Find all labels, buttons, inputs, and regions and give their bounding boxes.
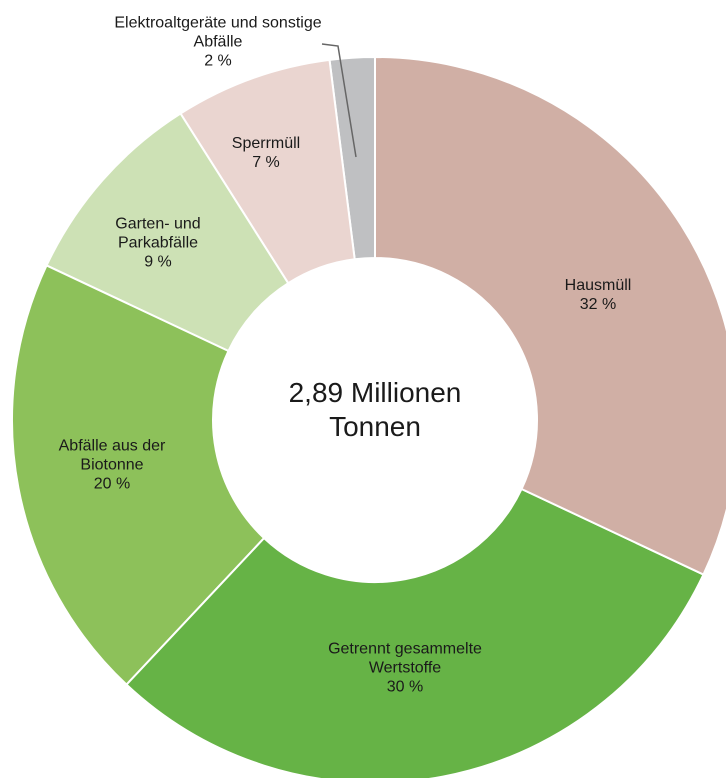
value-label: 30 % — [386, 678, 424, 696]
category-label: Abfälle aus der Biotonne — [58, 437, 166, 474]
category-label: Hausmüll — [564, 277, 632, 294]
slice-label: Abfälle aus der Biotonne 20 % — [37, 437, 187, 494]
slice-label: Getrennt gesammelte Wertstoffe 30 % — [310, 640, 500, 697]
value-label: 7 % — [252, 154, 280, 171]
slice — [45, 112, 290, 353]
category-label: Sperrmüll — [231, 135, 301, 152]
category-label: Garten- und Parkabfälle — [115, 215, 201, 252]
value-label: 2 % — [204, 52, 232, 70]
value-label: 32 % — [579, 296, 617, 313]
slice-label: Garten- und Parkabfälle 9 % — [103, 215, 213, 272]
slice — [11, 264, 266, 687]
value-label: 9 % — [144, 253, 172, 271]
center-label: 2,89 Millionen Tonnen — [288, 377, 462, 442]
category-label: Elektroaltgeräte und sonstige Abfälle — [114, 14, 322, 51]
slice-label: Elektroaltgeräte und sonstige Abfälle 2 % — [113, 14, 323, 71]
slice-label: Hausmüll 32 % — [543, 276, 653, 314]
value-label: 20 % — [93, 475, 131, 493]
leader-line — [321, 43, 357, 158]
slice — [179, 58, 356, 285]
slice — [374, 55, 726, 576]
slice-label: Sperrmüll 7 % — [216, 134, 316, 172]
category-label: Getrennt gesammelte Wertstoffe — [328, 640, 482, 677]
slice — [125, 487, 705, 778]
